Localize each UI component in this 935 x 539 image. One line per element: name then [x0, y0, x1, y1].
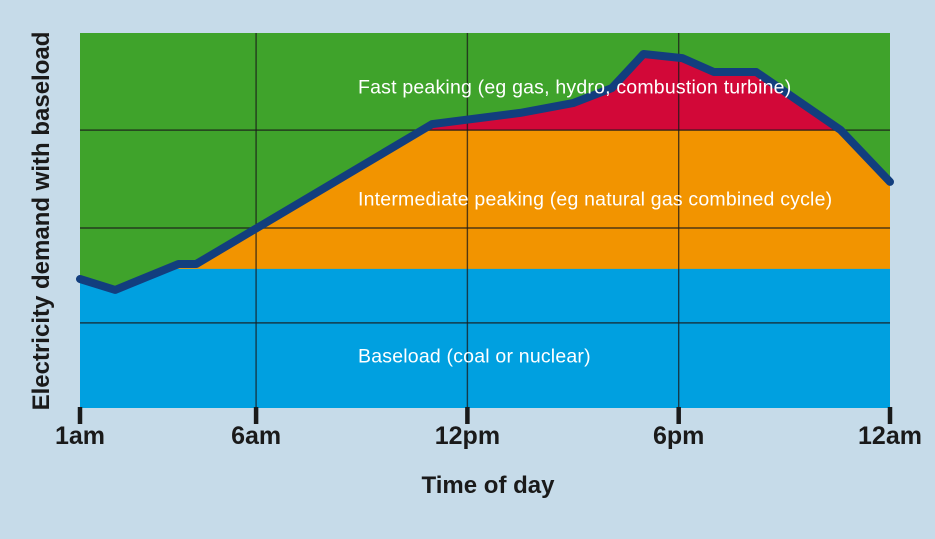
- x-tick-label-12pm: 12pm: [434, 422, 501, 450]
- intermediate-peaking-label: Intermediate peaking (eg natural gas com…: [358, 188, 833, 211]
- x-tick-label-1am: 1am: [54, 422, 106, 450]
- x-axis-title: Time of day: [421, 472, 555, 499]
- baseload-area: [80, 268, 890, 408]
- x-tick-label-12am: 12am: [858, 422, 922, 450]
- y-axis-title: Electricity demand with baseload: [28, 31, 55, 411]
- demand-curve-line: [76, 50, 894, 294]
- x-tick-label-6am: 6am: [231, 422, 282, 450]
- baseload-label: Baseload (coal or nuclear): [358, 345, 591, 368]
- x-tick-label-6pm: 6pm: [652, 422, 705, 450]
- fast-peaking-label: Fast peaking (eg gas, hydro, combustion …: [358, 76, 792, 99]
